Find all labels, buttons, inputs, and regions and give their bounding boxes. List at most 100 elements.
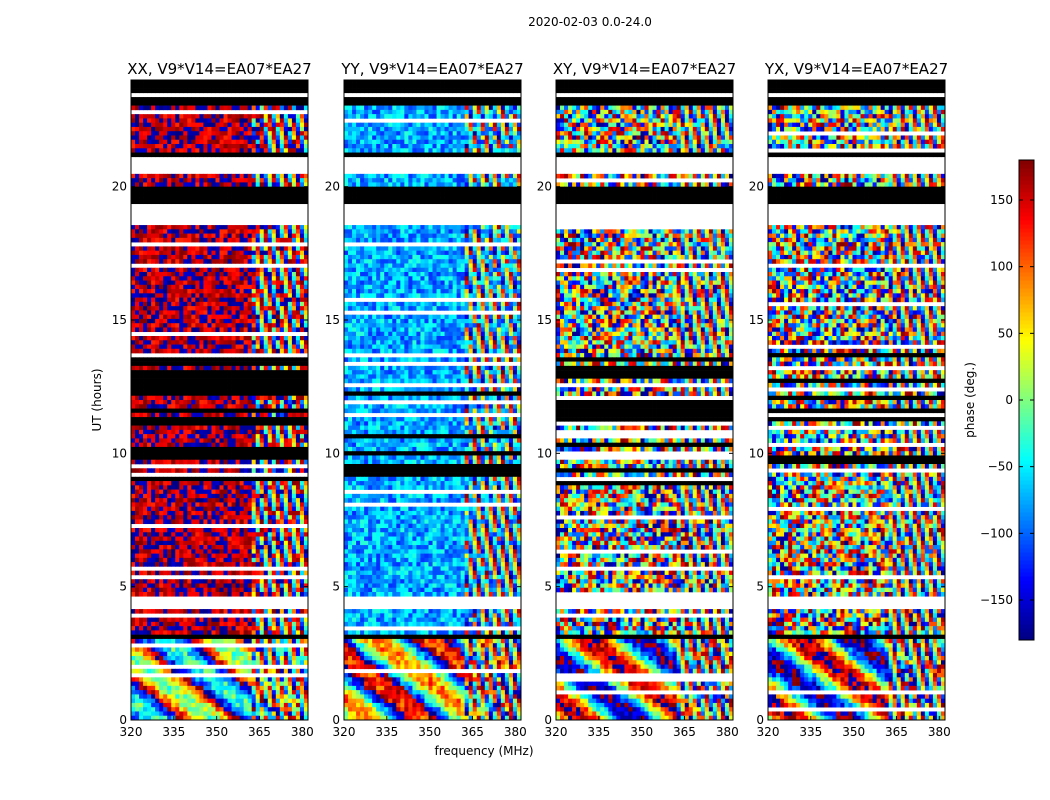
heatmap-cell xyxy=(131,357,136,362)
heatmap-cell xyxy=(239,476,245,482)
heatmap-cell xyxy=(275,451,281,456)
heatmap-cell xyxy=(147,412,152,418)
heatmap-cell xyxy=(163,647,168,653)
heatmap-cell xyxy=(283,297,289,303)
heatmap-cell xyxy=(211,301,216,307)
heatmap-cell xyxy=(247,417,253,422)
heatmap-cell xyxy=(291,493,297,499)
heatmap-cell xyxy=(227,429,232,435)
heatmap-cell xyxy=(279,455,285,461)
heatmap-cell xyxy=(235,246,241,251)
heatmap-cell xyxy=(143,327,148,333)
heatmap-cell xyxy=(143,438,148,443)
heatmap-cell xyxy=(211,391,216,397)
heatmap-cell xyxy=(163,557,168,563)
heatmap-cell xyxy=(187,540,192,546)
heatmap-cell xyxy=(299,647,305,653)
heatmap-cell xyxy=(295,446,301,452)
heatmap-cell xyxy=(251,425,257,431)
heatmap-cell xyxy=(131,297,136,303)
heatmap-cell xyxy=(291,365,297,371)
heatmap-cell xyxy=(167,485,172,490)
heatmap-cell xyxy=(299,97,305,102)
heatmap-cell xyxy=(267,540,273,546)
heatmap-cell xyxy=(175,195,180,200)
heatmap-cell xyxy=(135,630,140,635)
heatmap-cell xyxy=(295,139,301,145)
heatmap-cell xyxy=(263,318,269,324)
heatmap-cell xyxy=(251,434,257,439)
heatmap-cell xyxy=(183,677,188,682)
heatmap-cell xyxy=(147,135,152,141)
heatmap-cell xyxy=(135,259,140,264)
heatmap-cell xyxy=(247,429,253,435)
heatmap-cell xyxy=(255,182,261,187)
heatmap-cell xyxy=(235,630,241,635)
heatmap-cell xyxy=(155,519,160,525)
heatmap-cell xyxy=(167,348,172,354)
heatmap-cell xyxy=(287,532,293,537)
heatmap-cell xyxy=(175,592,180,597)
heatmap-cell xyxy=(211,361,216,367)
heatmap-cell xyxy=(283,408,289,414)
heatmap-cell xyxy=(295,553,301,559)
heatmap-cell xyxy=(139,289,144,294)
heatmap-cell xyxy=(199,318,204,324)
heatmap-cell xyxy=(195,510,200,516)
heatmap-cell xyxy=(195,451,200,456)
heatmap-cell xyxy=(287,459,293,465)
heatmap-cell xyxy=(163,630,168,635)
heatmap-cell xyxy=(231,425,236,431)
heatmap-cell xyxy=(147,340,152,345)
heatmap-cell xyxy=(223,357,228,362)
heatmap-cell xyxy=(243,493,249,499)
heatmap-cell xyxy=(191,246,196,251)
heatmap-cell xyxy=(283,272,289,277)
heatmap-cell xyxy=(263,425,269,431)
heatmap-cell xyxy=(207,617,212,623)
heatmap-cell xyxy=(219,387,224,392)
heatmap-cell xyxy=(227,442,232,448)
heatmap-cell xyxy=(287,515,293,520)
heatmap-cell xyxy=(187,455,192,461)
heatmap-cell xyxy=(291,434,297,439)
heatmap-cell xyxy=(239,148,245,153)
heatmap-cell xyxy=(183,502,188,507)
heatmap-cell xyxy=(303,656,309,661)
heatmap-cell xyxy=(255,237,261,243)
heatmap-cell xyxy=(287,340,293,345)
heatmap-cell xyxy=(143,502,148,507)
heatmap-cell xyxy=(215,412,220,418)
heatmap-cell xyxy=(175,425,180,431)
heatmap-cell xyxy=(139,553,144,559)
heatmap-cell xyxy=(179,314,184,320)
heatmap-cell xyxy=(187,562,192,567)
heatmap-cell xyxy=(139,272,144,277)
heatmap-cell xyxy=(271,118,277,123)
heatmap-cell xyxy=(231,429,236,435)
heatmap-cell xyxy=(223,545,228,550)
heatmap-cell xyxy=(263,246,269,251)
heatmap-cell xyxy=(199,284,204,290)
heatmap-cell xyxy=(199,267,204,273)
heatmap-cell xyxy=(299,387,305,392)
heatmap-cell xyxy=(263,459,269,465)
heatmap-cell xyxy=(195,186,200,192)
heatmap-cell xyxy=(231,493,236,499)
heatmap-cell xyxy=(167,105,172,111)
heatmap-cell xyxy=(163,489,168,495)
heatmap-cell xyxy=(223,451,228,456)
heatmap-cell xyxy=(159,609,164,614)
heatmap-cell xyxy=(279,434,285,439)
heatmap-cell xyxy=(263,485,269,490)
heatmap-cell xyxy=(143,417,148,422)
heatmap-cell xyxy=(295,280,301,286)
heatmap-cell xyxy=(179,579,184,584)
heatmap-cell xyxy=(295,421,301,426)
heatmap-cell xyxy=(283,570,289,576)
heatmap-cell xyxy=(267,647,273,653)
heatmap-cell xyxy=(187,438,192,443)
heatmap-cell xyxy=(183,301,188,307)
heatmap-cell xyxy=(151,314,156,320)
heatmap-cell xyxy=(215,97,220,102)
